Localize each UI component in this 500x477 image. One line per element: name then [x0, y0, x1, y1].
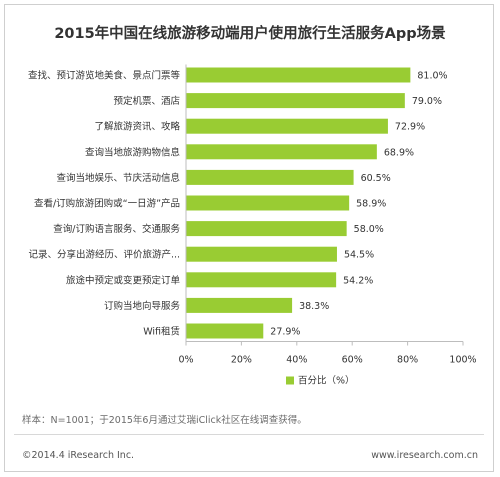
chart-title: 2015年中国在线旅游移动端用户使用旅行生活服务App场景 — [54, 26, 446, 42]
value-label: 54.2% — [343, 275, 373, 286]
value-labels-group: 81.0% 79.0% 72.9% 68.9% 60.5% 58.9% 58.0% 54.5%… — [270, 71, 447, 338]
bar — [186, 323, 264, 339]
x-tick-label: 0% — [178, 355, 193, 366]
value-label: 58.9% — [356, 199, 386, 210]
value-label: 38.3% — [299, 301, 329, 312]
bar — [186, 246, 337, 262]
value-label: 54.5% — [344, 250, 374, 261]
x-axis: 0% 20% 40% 60% 80% 100% — [178, 64, 477, 366]
bar — [186, 93, 405, 109]
value-label: 79.0% — [412, 96, 442, 107]
bar — [186, 118, 388, 134]
legend: 百分比（%） — [286, 375, 355, 387]
footer-divider — [14, 434, 484, 435]
bar — [186, 67, 411, 83]
category-label: 查找、预订游览地美食、景点门票等 — [28, 70, 181, 82]
bar — [186, 297, 293, 313]
sample-note: 样本：N=1001；于2015年6月通过艾瑞iClick社区在线调查获得。 — [22, 415, 307, 426]
category-label: Wifi租赁 — [143, 326, 180, 338]
legend-label: 百分比（%） — [298, 375, 355, 387]
copyright-text: ©2014.4 iResearch Inc. — [22, 450, 135, 461]
category-label: 查询当地娱乐、节庆活动信息 — [56, 172, 180, 184]
bar — [186, 272, 337, 288]
bar — [186, 169, 354, 185]
bar — [186, 221, 347, 237]
x-tick-label: 40% — [286, 355, 307, 366]
category-label: 查询当地旅游购物信息 — [85, 146, 180, 158]
category-label: 订购当地向导服务 — [104, 300, 181, 312]
bar — [186, 195, 350, 211]
x-tick-label: 20% — [231, 355, 252, 366]
value-label: 81.0% — [417, 71, 447, 82]
x-tick-label: 60% — [342, 355, 363, 366]
category-label: 记录、分享出游经历、评价旅游产... — [28, 249, 180, 261]
bars-group — [186, 67, 411, 339]
value-label: 58.0% — [354, 224, 384, 235]
category-label: 预定机票、酒店 — [113, 95, 180, 107]
category-label: 旅途中预定或变更预定订单 — [66, 274, 181, 286]
value-label: 68.9% — [384, 147, 414, 158]
category-label: 查看/订购旅游团购或“一日游”产品 — [34, 198, 180, 210]
category-labels-group: 查找、预订游览地美食、景点门票等预定机票、酒店了解旅游资讯、攻略查询当地旅游购物… — [28, 70, 181, 338]
x-tick-label: 100% — [449, 355, 476, 366]
value-label: 60.5% — [361, 173, 391, 184]
bar — [186, 144, 377, 160]
legend-swatch — [286, 376, 294, 385]
value-label: 27.9% — [270, 327, 300, 338]
value-label: 72.9% — [395, 122, 425, 133]
category-label: 查询/订购语言服务、交通服务 — [53, 223, 180, 235]
category-label: 了解旅游资讯、攻略 — [94, 121, 180, 133]
website-text: www.iresearch.com.cn — [371, 450, 478, 461]
x-tick-label: 80% — [397, 355, 418, 366]
